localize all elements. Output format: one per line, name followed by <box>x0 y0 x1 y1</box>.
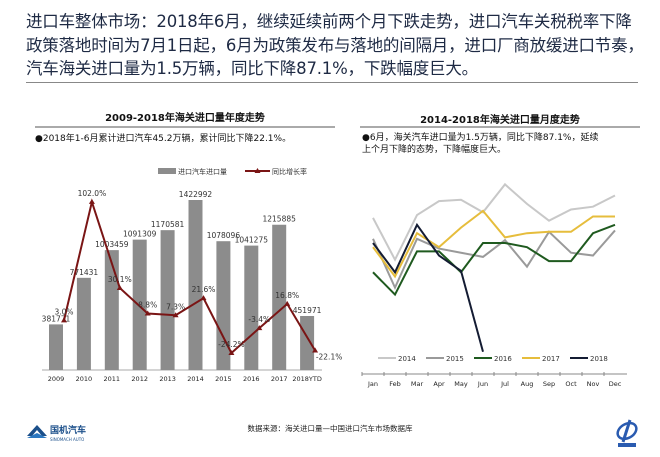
left-chart-subtitle: ●2018年1-6月累计进口汽车45.2万辆，累计同比下降22.1%。 <box>35 132 291 144</box>
growth-value-label: 16.8% <box>275 291 299 300</box>
headline-divider <box>26 82 638 83</box>
growth-marker <box>312 347 319 353</box>
growth-value-label: -24.2% <box>218 340 245 349</box>
month-label: Mar <box>411 380 424 388</box>
growth-value-label: -22.1% <box>316 352 343 361</box>
bar-value-label: 1078096 <box>207 231 241 240</box>
bar-2013 <box>160 230 175 370</box>
bar-2011 <box>104 250 119 370</box>
bar-value-label: 381771 <box>42 314 71 323</box>
legend-bar-label: 进口汽车进口量 <box>178 167 227 176</box>
ciec-logo-icon <box>614 418 640 454</box>
bar-value-label: 1003459 <box>95 240 129 249</box>
growth-marker <box>144 310 151 316</box>
left-chart-title: 2009-2018年海关进口量年度走势 <box>105 111 265 124</box>
month-label: Jun <box>477 380 488 388</box>
growth-marker <box>61 317 67 323</box>
data-source-note: 数据来源：海关进口量—中国进口汽车市场数据库 <box>247 424 413 433</box>
legend-label-2014: 2014 <box>398 355 416 363</box>
x-tick-label: 2017 <box>271 375 288 383</box>
bar-2018YTD <box>300 316 315 370</box>
growth-value-label: 7.3% <box>166 302 185 311</box>
legend-label-2017: 2017 <box>542 355 560 363</box>
headline: 进口车整体市场：2018年6月，继续延续前两个月下跌走势，进口汽车关税税率下降政… <box>26 12 644 78</box>
growth-marker <box>88 198 95 204</box>
series-line-2017 <box>372 209 615 279</box>
bar-2015 <box>216 241 231 370</box>
growth-marker <box>228 349 235 355</box>
series-line-2016 <box>372 223 616 297</box>
series-line-2018 <box>372 222 484 353</box>
growth-marker <box>172 312 179 318</box>
month-label: Dec <box>609 380 622 388</box>
legend-bar-swatch <box>158 168 176 174</box>
growth-rate-line <box>63 198 316 355</box>
growth-value-label: 3.0% <box>54 307 73 316</box>
right-chart-subtitle-line2: 上个月下降的态势，下降幅度巨大。 <box>362 143 506 155</box>
bar-2009 <box>49 324 63 370</box>
growth-marker <box>284 300 291 306</box>
bar-2010 <box>76 277 91 370</box>
bar-2016 <box>244 245 259 370</box>
sinomach-auto-logo: 国机汽车 SINOMACH AUTO <box>25 422 95 448</box>
legend-label-2016: 2016 <box>494 355 512 363</box>
x-tick-label: 2009 <box>48 375 65 383</box>
logo-left-cn: 国机汽车 <box>50 424 86 436</box>
bar-value-label: 771431 <box>70 268 99 277</box>
growth-value-label: 30.1% <box>108 275 132 284</box>
month-label: Jul <box>500 380 509 388</box>
x-tick-label: 2014 <box>187 375 204 383</box>
right-chart-title: 2014-2018年海关进口量月度走势 <box>420 113 580 126</box>
x-tick-label: 2011 <box>104 375 121 383</box>
growth-marker <box>200 295 207 301</box>
bar-2017 <box>272 224 287 370</box>
series-line-2015 <box>372 229 616 291</box>
month-label: Aug <box>521 380 534 388</box>
bar-value-label: 451971 <box>293 306 322 315</box>
month-label: Sep <box>543 380 555 388</box>
bar-value-label: 1170581 <box>151 220 185 229</box>
logo-left-en: SINOMACH AUTO <box>50 437 84 442</box>
bar-value-label: 1041275 <box>235 236 269 245</box>
x-tick-label: 2016 <box>243 375 260 383</box>
bar-value-label: 1215885 <box>262 215 296 224</box>
right-chart-subtitle-line1: ●6月，海关汽车进口量为1.5万辆，同比下降87.1%，延续 <box>362 131 598 143</box>
month-label: May <box>454 380 468 388</box>
growth-value-label: 8.8% <box>138 300 157 309</box>
legend-line-marker <box>254 168 261 173</box>
month-label: Apr <box>433 380 445 388</box>
bar-2014 <box>188 200 203 370</box>
growth-value-label: 102.0% <box>78 189 107 198</box>
legend-label-2018: 2018 <box>590 355 608 363</box>
growth-value-label: -3.4% <box>248 315 270 324</box>
growth-marker <box>116 284 123 290</box>
x-tick-label: 2015 <box>215 375 232 383</box>
x-tick-label: 2012 <box>131 375 148 383</box>
x-tick-label: 2018YTD <box>292 375 322 383</box>
legend-label-2015: 2015 <box>446 355 464 363</box>
growth-marker <box>256 325 263 331</box>
month-label: Jan <box>367 380 378 388</box>
x-tick-label: 2010 <box>76 375 93 383</box>
growth-value-label: 21.6% <box>192 285 216 294</box>
series-line-2014 <box>372 182 616 262</box>
month-label: Oct <box>565 380 577 388</box>
bar-value-label: 1091309 <box>123 230 157 239</box>
bar-value-label: 1422992 <box>179 190 213 199</box>
month-label: Nov <box>587 380 600 388</box>
month-label: Feb <box>389 380 401 388</box>
legend-line-label: 同比增长率 <box>272 167 307 176</box>
x-tick-label: 2013 <box>159 375 176 383</box>
